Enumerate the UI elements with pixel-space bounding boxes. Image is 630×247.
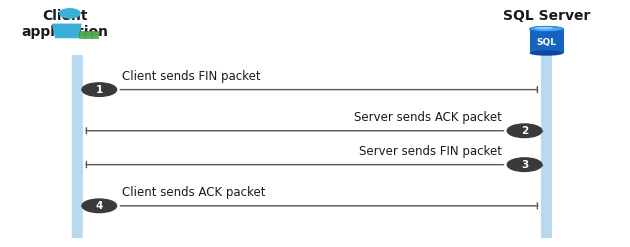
FancyBboxPatch shape <box>541 55 552 238</box>
Ellipse shape <box>530 50 563 56</box>
Text: 3: 3 <box>521 160 528 170</box>
Text: 4: 4 <box>96 201 103 211</box>
Circle shape <box>82 83 117 96</box>
FancyBboxPatch shape <box>530 29 563 53</box>
Text: Client sends FIN packet: Client sends FIN packet <box>122 70 260 83</box>
Ellipse shape <box>535 27 553 29</box>
Text: Client sends ACK packet: Client sends ACK packet <box>122 186 265 199</box>
FancyBboxPatch shape <box>79 31 98 38</box>
FancyBboxPatch shape <box>72 55 83 238</box>
Text: Client
application: Client application <box>21 9 108 39</box>
Ellipse shape <box>536 53 557 55</box>
Text: 1: 1 <box>96 85 103 95</box>
Text: 2: 2 <box>521 126 528 136</box>
Circle shape <box>507 124 542 138</box>
Text: Server sends ACK packet: Server sends ACK packet <box>354 111 502 124</box>
Text: SQL: SQL <box>537 38 556 47</box>
Text: Server sends FIN packet: Server sends FIN packet <box>359 145 502 158</box>
Polygon shape <box>53 24 81 38</box>
Circle shape <box>507 158 542 171</box>
Text: SQL Server: SQL Server <box>503 9 590 22</box>
Ellipse shape <box>59 8 81 19</box>
Ellipse shape <box>530 26 563 32</box>
Circle shape <box>82 199 117 213</box>
